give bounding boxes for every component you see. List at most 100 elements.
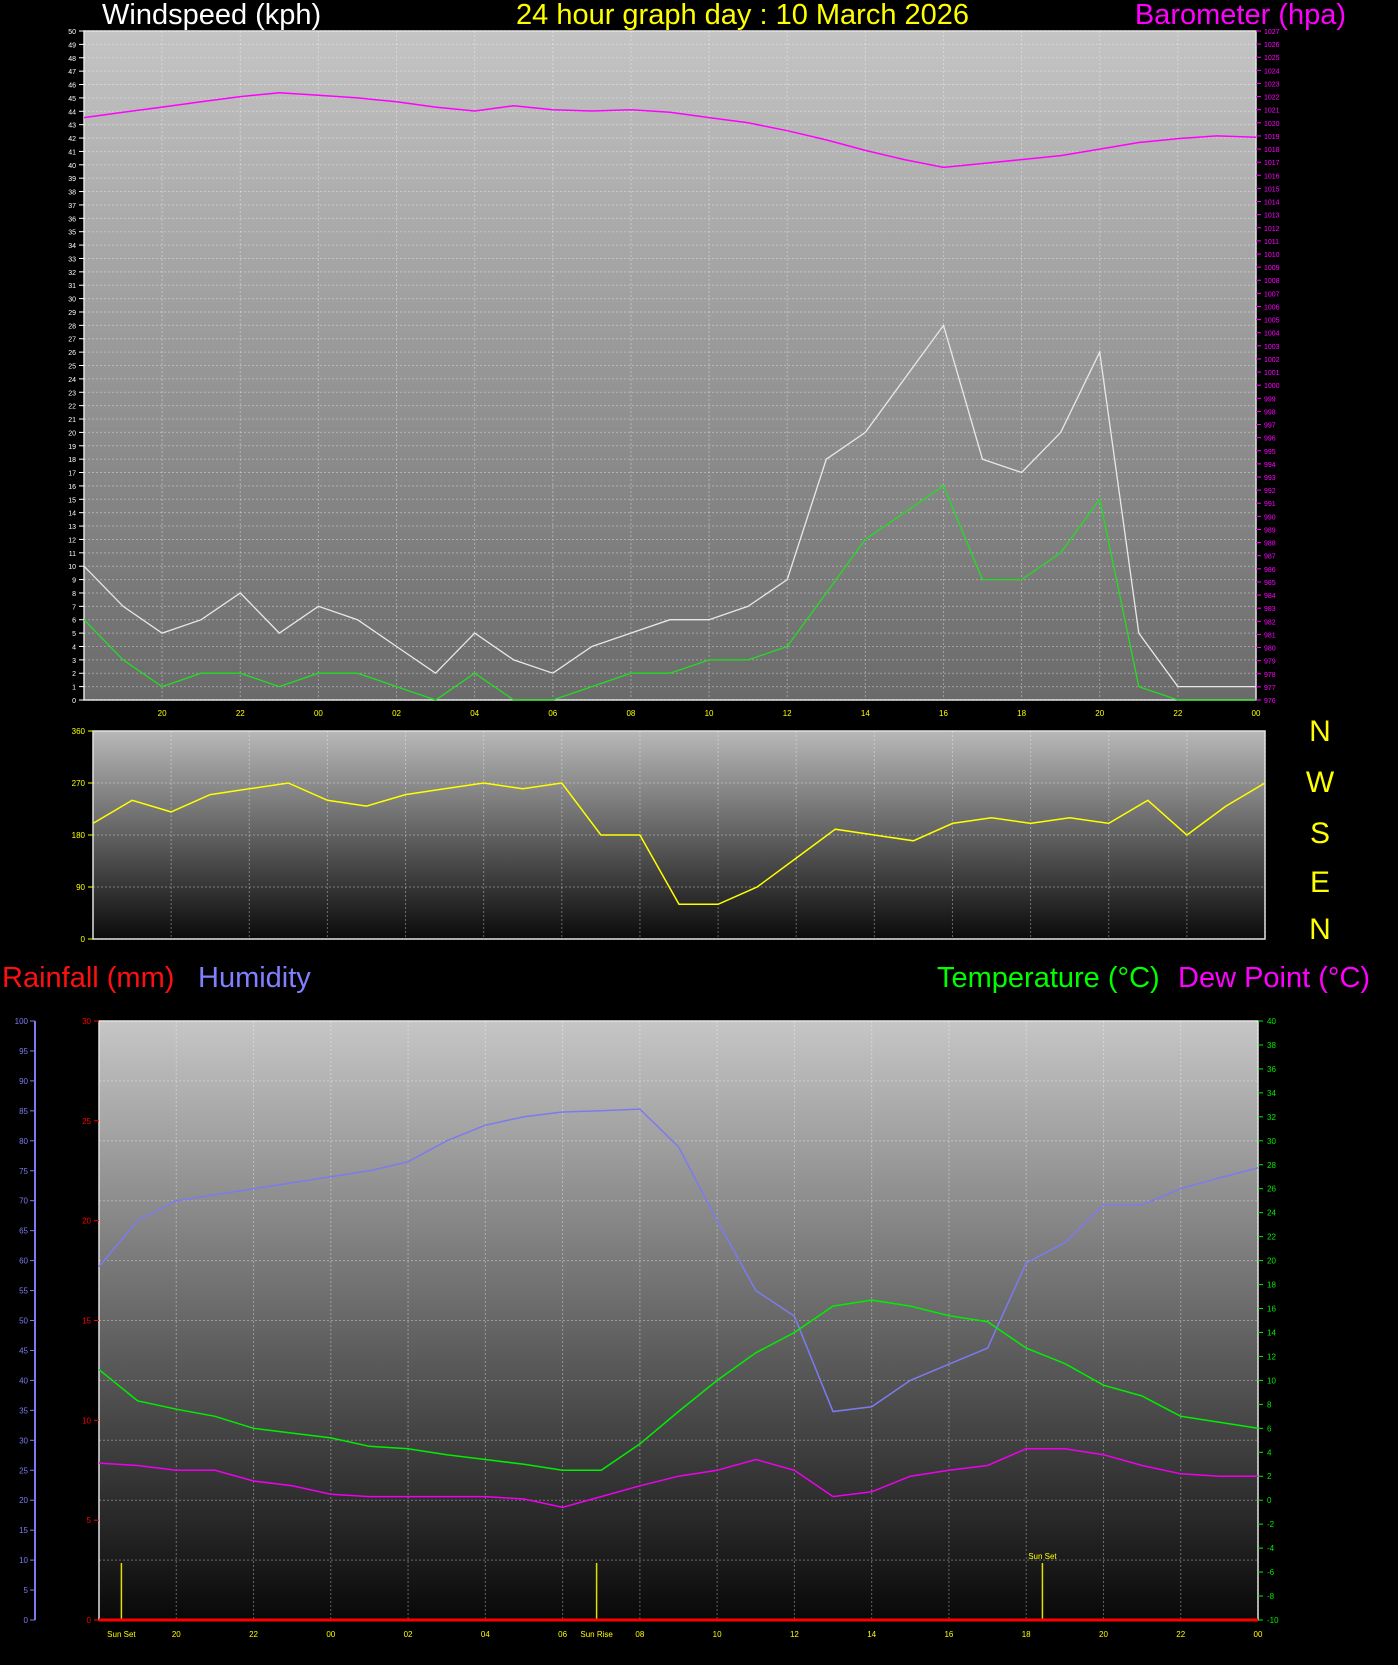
windspeed-y-tick-label: 38 xyxy=(68,190,76,197)
windspeed-title: Windspeed (kph) xyxy=(102,0,322,31)
barometer-y-tick-label: 1022 xyxy=(1264,95,1280,102)
compass-west: W xyxy=(1305,766,1335,799)
windspeed-y-tick-label: 30 xyxy=(68,297,76,304)
temperature-y-tick-label: 32 xyxy=(1267,1113,1276,1122)
temperature-y-tick-label: -6 xyxy=(1267,1568,1275,1577)
windspeed-y-tick-label: 29 xyxy=(68,310,76,317)
temperature-y-tick-label: 8 xyxy=(1267,1400,1272,1409)
barometer-y-tick-label: 1001 xyxy=(1264,370,1280,377)
windspeed-y-tick-label: 1 xyxy=(72,685,76,692)
windspeed-x-tick-label: 10 xyxy=(705,709,714,718)
windspeed-y-tick-label: 12 xyxy=(68,537,76,544)
barometer-y-tick-label: 992 xyxy=(1264,488,1276,495)
bottom-x-tick-label: 20 xyxy=(1099,1630,1108,1639)
humidity-y-tick-label: 40 xyxy=(19,1376,28,1385)
barometer-y-tick-label: 982 xyxy=(1264,619,1276,626)
windspeed-x-tick-label: 08 xyxy=(626,709,635,718)
windspeed-y-tick-label: 23 xyxy=(68,390,76,397)
barometer-y-tick-label: 991 xyxy=(1264,501,1276,508)
direction-y-tick-label: 0 xyxy=(81,935,86,944)
rainfall-y-tick-label: 5 xyxy=(87,1516,92,1525)
windspeed-y-tick-label: 8 xyxy=(72,591,76,598)
temperature-y-tick-label: 6 xyxy=(1267,1424,1272,1433)
temperature-y-tick-label: 20 xyxy=(1267,1257,1276,1266)
bottom-x-tick-label: 14 xyxy=(867,1630,876,1639)
windspeed-y-tick-label: 24 xyxy=(68,377,76,384)
humidity-y-tick-label: 75 xyxy=(19,1167,28,1176)
windspeed-y-tick-label: 39 xyxy=(68,176,76,183)
temperature-y-tick-label: -2 xyxy=(1267,1520,1275,1529)
barometer-y-tick-label: 1014 xyxy=(1264,200,1280,207)
barometer-y-tick-label: 979 xyxy=(1264,659,1276,666)
temperature-plot-area xyxy=(98,1020,1259,1621)
humidity-title: Humidity xyxy=(198,962,311,994)
barometer-y-tick-label: 997 xyxy=(1264,423,1276,430)
bottom-x-tick-label: 18 xyxy=(1022,1630,1031,1639)
windspeed-x-tick-label: 16 xyxy=(939,709,948,718)
barometer-y-tick-label: 988 xyxy=(1264,541,1276,548)
windspeed-y-tick-label: 6 xyxy=(72,618,76,625)
barometer-y-tick-label: 986 xyxy=(1264,567,1276,574)
temperature-y-tick-label: -4 xyxy=(1267,1544,1275,1553)
windspeed-y-tick-label: 45 xyxy=(68,96,76,103)
bottom-x-tick-label: 20 xyxy=(172,1630,181,1639)
barometer-y-tick-label: 976 xyxy=(1264,698,1276,705)
direction-y-tick-label: 90 xyxy=(76,883,85,892)
windspeed-y-tick-label: 21 xyxy=(68,417,76,424)
direction-y-tick-label: 360 xyxy=(72,727,86,736)
windspeed-x-tick-label: 18 xyxy=(1017,709,1026,718)
windspeed-y-tick-label: 3 xyxy=(72,658,76,665)
windspeed-y-tick-label: 14 xyxy=(68,511,76,518)
bottom-x-tick-label: 08 xyxy=(635,1630,644,1639)
bottom-x-tick-label: 06 xyxy=(558,1630,567,1639)
windspeed-y-tick-label: 47 xyxy=(68,69,76,76)
barometer-y-tick-label: 1002 xyxy=(1264,357,1280,364)
barometer-y-tick-label: 1015 xyxy=(1264,186,1280,193)
temperature-y-tick-label: 22 xyxy=(1267,1233,1276,1242)
dewpoint-series xyxy=(98,1447,1258,1509)
barometer-y-tick-label: 998 xyxy=(1264,409,1276,416)
temperature-y-tick-label: 34 xyxy=(1267,1089,1276,1098)
barometer-series xyxy=(83,91,1257,169)
barometer-y-tick-label: 1007 xyxy=(1264,291,1280,298)
windspeed-x-tick-label: 06 xyxy=(548,709,557,718)
temperature-series xyxy=(98,1299,1259,1472)
humidity-y-tick-label: 100 xyxy=(15,1017,29,1026)
windspeed-y-tick-label: 46 xyxy=(68,83,76,90)
compass-north-bottom: N xyxy=(1309,913,1331,946)
windspeed-y-tick-label: 28 xyxy=(68,323,76,330)
humidity-y-tick-label: 65 xyxy=(19,1227,28,1236)
barometer-title: Barometer (hpa) xyxy=(1134,0,1346,31)
sun-event-label: Sun Set xyxy=(1028,1552,1057,1561)
windspeed-y-tick-label: 40 xyxy=(68,163,76,170)
windspeed-y-tick-label: 10 xyxy=(68,564,76,571)
barometer-y-tick-label: 1027 xyxy=(1264,29,1280,36)
barometer-y-tick-label: 1023 xyxy=(1264,81,1280,88)
temperature-y-tick-label: 16 xyxy=(1267,1305,1276,1314)
windspeed-y-tick-label: 25 xyxy=(68,364,76,371)
windspeed-x-tick-label: 22 xyxy=(1173,709,1182,718)
barometer-y-tick-label: 990 xyxy=(1264,514,1276,521)
bottom-x-tick-label: 02 xyxy=(404,1630,413,1639)
humidity-y-tick-label: 55 xyxy=(19,1287,28,1296)
barometer-y-tick-label: 1024 xyxy=(1264,68,1280,75)
barometer-y-tick-label: 983 xyxy=(1264,606,1276,613)
humidity-y-tick-label: 95 xyxy=(19,1047,28,1056)
windspeed-x-tick-label: 00 xyxy=(314,709,323,718)
barometer-y-tick-label: 1008 xyxy=(1264,278,1280,285)
bottom-x-tick-label: 16 xyxy=(944,1630,953,1639)
rainfall-y-tick-label: 25 xyxy=(82,1117,91,1126)
temperature-title: Temperature (°C) xyxy=(937,962,1160,994)
windspeed-y-tick-label: 44 xyxy=(68,109,76,116)
barometer-y-tick-label: 1019 xyxy=(1264,134,1280,141)
direction-series xyxy=(92,782,1266,906)
humidity-y-tick-label: 60 xyxy=(19,1257,28,1266)
windspeed-x-tick-label: 02 xyxy=(392,709,401,718)
humidity-y-tick-label: 90 xyxy=(19,1077,28,1086)
barometer-y-tick-label: 1003 xyxy=(1264,344,1280,351)
windspeed-y-tick-label: 33 xyxy=(68,256,76,263)
barometer-y-tick-label: 1012 xyxy=(1264,226,1280,233)
barometer-y-tick-label: 996 xyxy=(1264,436,1276,443)
windspeed-y-tick-label: 2 xyxy=(72,671,76,678)
